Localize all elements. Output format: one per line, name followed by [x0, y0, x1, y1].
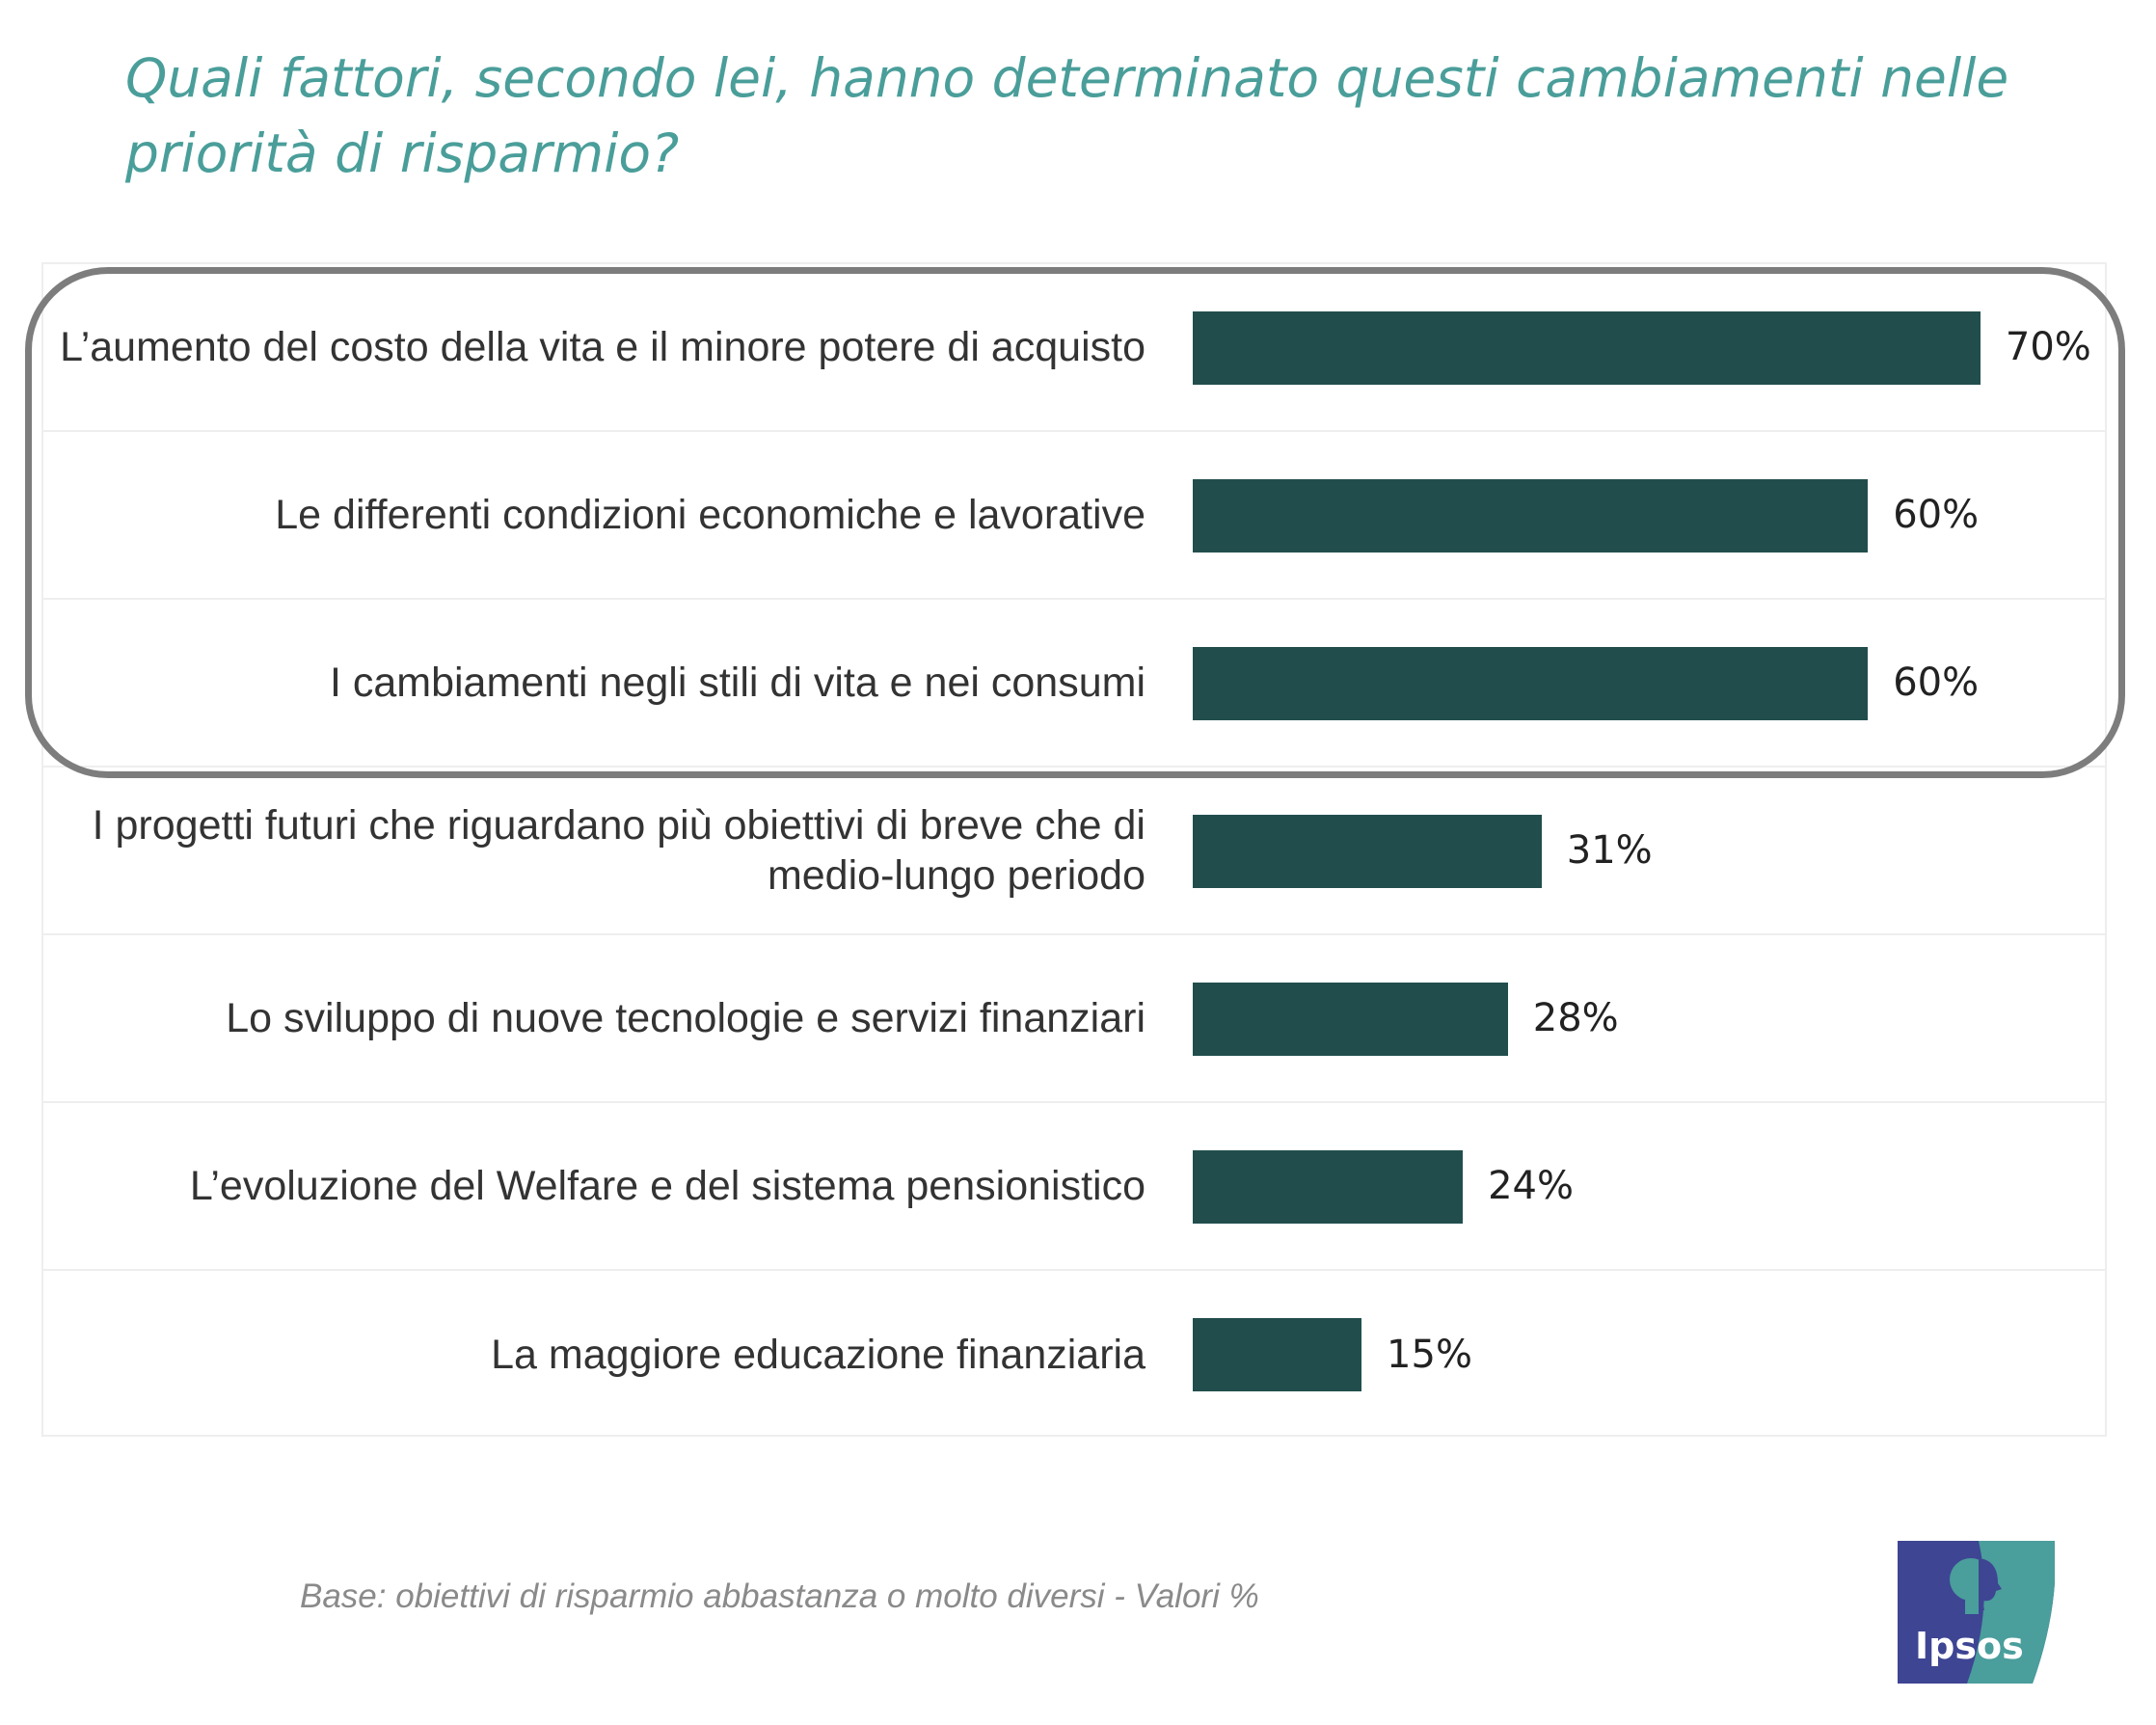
bar-chart: L’aumento del costo della vita e il mino…: [41, 262, 2107, 1437]
ipsos-logo: Ipsos: [1898, 1541, 2055, 1684]
category-label: Le differenti condizioni economiche e la…: [275, 492, 1145, 538]
chart-row: Lo sviluppo di nuove tecnologie e serviz…: [43, 935, 2105, 1103]
data-label: 60%: [1893, 660, 1980, 705]
bar: [1193, 1150, 1464, 1224]
chart-row: I progetti futuri che riguardano più obi…: [43, 768, 2105, 935]
data-label: 70%: [2005, 325, 2091, 369]
chart-row: I cambiamenti negli stili di vita e nei …: [43, 600, 2105, 768]
category-label: I cambiamenti negli stili di vita e nei …: [329, 660, 1145, 706]
data-label: 15%: [1387, 1333, 1472, 1377]
data-label: 31%: [1566, 828, 1653, 873]
data-label: 28%: [1532, 996, 1619, 1040]
category-label: I progetti futuri che riguardano più obi…: [92, 802, 1145, 899]
chart-row: L’evoluzione del Welfare e del sistema p…: [43, 1103, 2105, 1271]
bar: [1193, 983, 1508, 1056]
chart-title: Quali fattori, secondo lei, hanno determ…: [125, 47, 2009, 184]
bar: [1193, 311, 1981, 385]
bar: [1193, 479, 1869, 553]
category-label: Lo sviluppo di nuove tecnologie e serviz…: [226, 995, 1145, 1041]
data-label: 24%: [1488, 1164, 1574, 1208]
logo-text: Ipsos: [1915, 1625, 2024, 1667]
data-label: 60%: [1893, 493, 1980, 537]
bar: [1193, 1318, 1362, 1391]
footnote: Base: obiettivi di risparmio abbastanza …: [300, 1577, 1259, 1615]
chart-row: L’aumento del costo della vita e il mino…: [43, 264, 2105, 432]
chart-row: La maggiore educazione finanziaria 15%: [43, 1271, 2105, 1439]
category-label: L’aumento del costo della vita e il mino…: [60, 324, 1145, 370]
bar: [1193, 815, 1542, 888]
bar: [1193, 647, 1869, 720]
category-label: La maggiore educazione finanziaria: [491, 1332, 1145, 1378]
chart-row: Le differenti condizioni economiche e la…: [43, 432, 2105, 600]
category-label: L’evoluzione del Welfare e del sistema p…: [189, 1163, 1145, 1209]
